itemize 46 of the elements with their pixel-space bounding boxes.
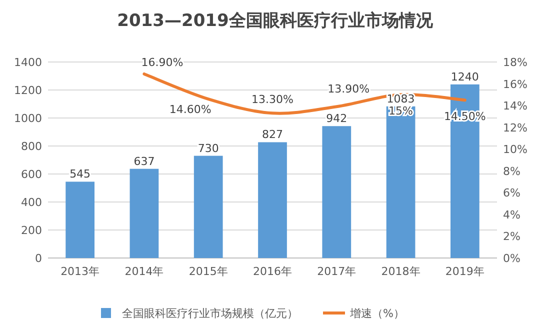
data-label: 1240	[450, 70, 479, 84]
y2-tick-label: 8%	[503, 164, 520, 178]
y2-tick-label: 10%	[503, 143, 528, 156]
y-tick-label: 400	[21, 196, 42, 209]
y-tick-label: 0	[35, 252, 42, 265]
data-label: 942	[326, 112, 348, 126]
data-label: 637	[134, 154, 155, 168]
y-tick-label: 600	[21, 168, 42, 181]
y2-tick-label: 6%	[503, 186, 520, 200]
y2-tick-label: 14%	[503, 100, 528, 113]
bar	[386, 106, 416, 258]
y-tick-label: 200	[21, 224, 42, 237]
y2-tick-label: 18%	[503, 56, 528, 69]
y2-tick-label: 2%	[503, 230, 520, 244]
x-tick-label: 2017年	[317, 265, 356, 278]
bar	[66, 182, 95, 258]
y2-tick-label: 12%	[503, 121, 528, 134]
y-tick-label: 1000	[14, 112, 42, 125]
y2-tick-label: 16%	[503, 78, 528, 91]
data-label: 545	[70, 168, 91, 181]
x-tick-label: 2015年	[188, 265, 228, 278]
bar	[258, 142, 287, 258]
x-tick-label: 2018年	[381, 265, 420, 278]
legend-label: 全国眼科医疗行业市场规模（亿元）	[122, 307, 298, 320]
x-tick-label: 2013年	[60, 265, 100, 278]
data-label: 1083	[386, 92, 415, 106]
data-label: 14.60%	[169, 103, 212, 116]
y-tick-label: 1400	[14, 56, 42, 69]
x-tick-label: 2016年	[253, 265, 292, 278]
y2-tick-label: 4%	[503, 208, 520, 222]
y-tick-label: 1200	[14, 84, 42, 97]
data-label: 13.30%	[252, 93, 294, 106]
chart-title: 2013—2019全国眼科医疗行业市场情况	[117, 11, 434, 31]
y2-tick-label: 0%	[503, 252, 520, 265]
legend-label: 增速（%）	[349, 307, 404, 320]
x-tick-label: 2019年	[445, 265, 484, 278]
data-label: 827	[262, 128, 283, 142]
data-label: 16.90%	[141, 56, 184, 69]
x-tick-label: 2014年	[124, 265, 164, 278]
data-label: 730	[198, 142, 219, 155]
data-label: 13.90%	[328, 82, 370, 96]
y-tick-label: 800	[21, 140, 42, 153]
bar	[194, 156, 223, 258]
bar	[130, 168, 159, 258]
data-label: 15%	[388, 104, 414, 118]
bar	[322, 126, 352, 258]
